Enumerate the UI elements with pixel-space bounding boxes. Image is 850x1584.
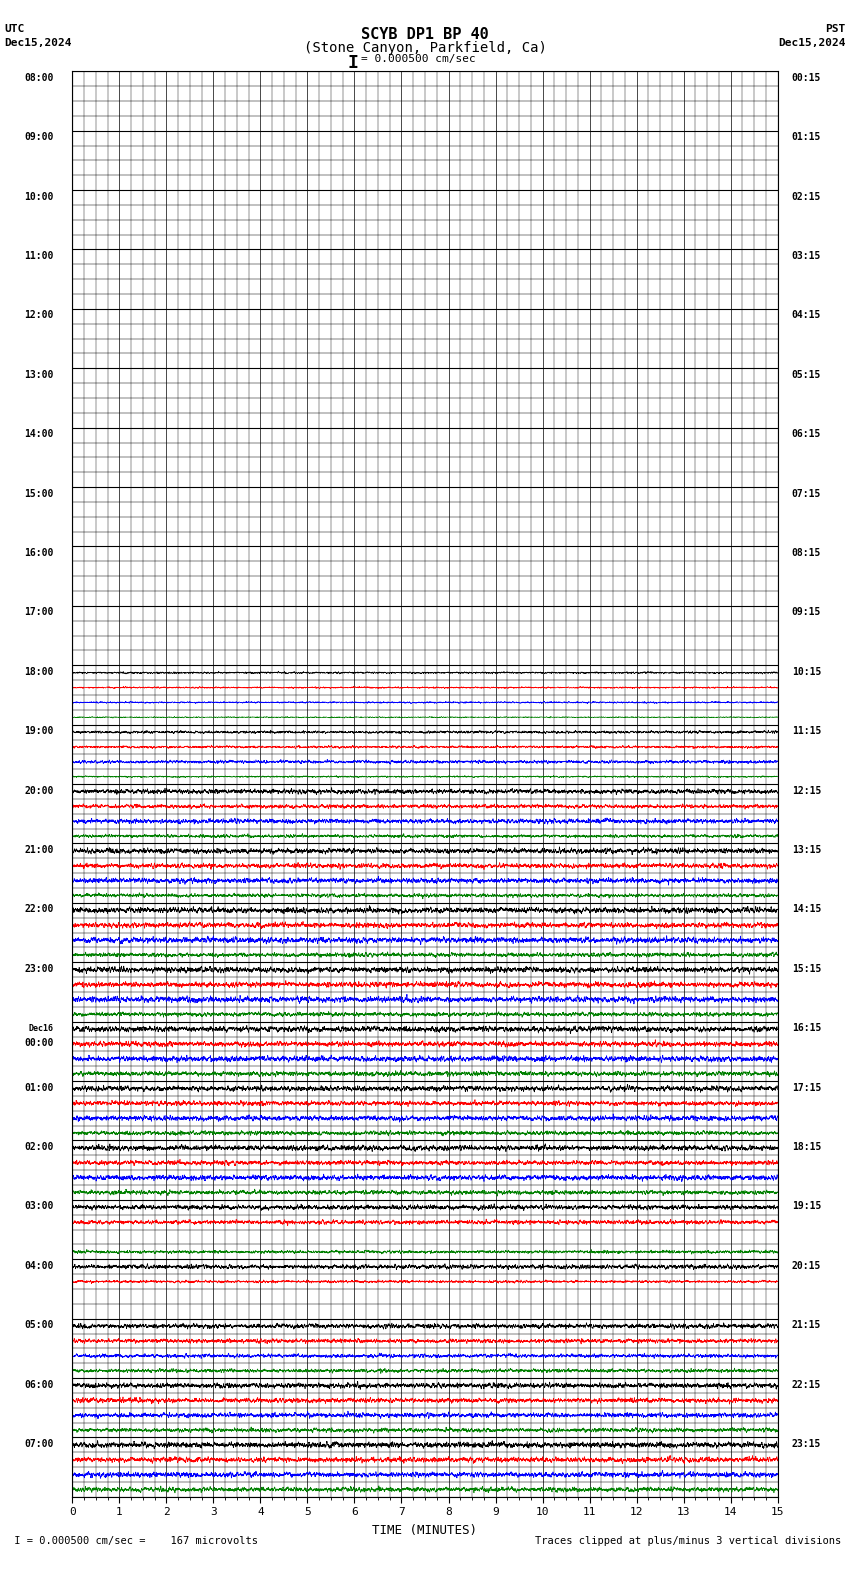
Text: 18:15: 18:15 — [792, 1142, 821, 1152]
Text: 10:00: 10:00 — [24, 192, 54, 201]
Text: 19:00: 19:00 — [24, 725, 54, 737]
Text: 14:15: 14:15 — [792, 904, 821, 914]
Text: 01:00: 01:00 — [24, 1082, 54, 1093]
Text: 21:00: 21:00 — [24, 844, 54, 855]
Text: 11:00: 11:00 — [24, 250, 54, 261]
Text: PST: PST — [825, 24, 846, 33]
Text: 09:00: 09:00 — [24, 131, 54, 143]
Text: UTC: UTC — [4, 24, 25, 33]
Text: 20:15: 20:15 — [792, 1261, 821, 1270]
Text: 21:15: 21:15 — [792, 1319, 821, 1331]
Text: 08:00: 08:00 — [24, 73, 54, 82]
Text: 08:15: 08:15 — [792, 548, 821, 558]
X-axis label: TIME (MINUTES): TIME (MINUTES) — [372, 1524, 478, 1536]
Text: 23:15: 23:15 — [792, 1438, 821, 1449]
Text: 13:00: 13:00 — [24, 369, 54, 380]
Text: 11:15: 11:15 — [792, 725, 821, 737]
Text: 22:00: 22:00 — [24, 904, 54, 914]
Text: Dec15,2024: Dec15,2024 — [779, 38, 846, 48]
Text: Traces clipped at plus/minus 3 vertical divisions: Traces clipped at plus/minus 3 vertical … — [536, 1536, 842, 1546]
Text: Dec15,2024: Dec15,2024 — [4, 38, 71, 48]
Text: 23:00: 23:00 — [24, 963, 54, 974]
Text: 05:00: 05:00 — [24, 1319, 54, 1331]
Text: 00:00: 00:00 — [24, 1038, 54, 1049]
Text: 00:15: 00:15 — [792, 73, 821, 82]
Text: 14:00: 14:00 — [24, 429, 54, 439]
Text: 15:00: 15:00 — [24, 488, 54, 499]
Text: 20:00: 20:00 — [24, 786, 54, 795]
Text: 12:15: 12:15 — [792, 786, 821, 795]
Text: 05:15: 05:15 — [792, 369, 821, 380]
Text: Dec16: Dec16 — [28, 1023, 54, 1033]
Text: 17:00: 17:00 — [24, 607, 54, 618]
Text: 19:15: 19:15 — [792, 1201, 821, 1212]
Text: 09:15: 09:15 — [792, 607, 821, 618]
Text: 18:00: 18:00 — [24, 667, 54, 676]
Text: = 0.000500 cm/sec: = 0.000500 cm/sec — [361, 54, 476, 63]
Text: (Stone Canyon, Parkfield, Ca): (Stone Canyon, Parkfield, Ca) — [303, 41, 547, 55]
Text: 07:15: 07:15 — [792, 488, 821, 499]
Text: 04:15: 04:15 — [792, 310, 821, 320]
Text: 02:15: 02:15 — [792, 192, 821, 201]
Text: 03:15: 03:15 — [792, 250, 821, 261]
Text: 06:15: 06:15 — [792, 429, 821, 439]
Text: 16:00: 16:00 — [24, 548, 54, 558]
Text: 07:00: 07:00 — [24, 1438, 54, 1449]
Text: 16:15: 16:15 — [792, 1023, 821, 1033]
Text: 03:00: 03:00 — [24, 1201, 54, 1212]
Text: 04:00: 04:00 — [24, 1261, 54, 1270]
Text: 02:00: 02:00 — [24, 1142, 54, 1152]
Text: 12:00: 12:00 — [24, 310, 54, 320]
Text: I = 0.000500 cm/sec =    167 microvolts: I = 0.000500 cm/sec = 167 microvolts — [8, 1536, 258, 1546]
Text: 15:15: 15:15 — [792, 963, 821, 974]
Text: 06:00: 06:00 — [24, 1380, 54, 1389]
Text: I: I — [348, 54, 358, 71]
Text: 22:15: 22:15 — [792, 1380, 821, 1389]
Text: 10:15: 10:15 — [792, 667, 821, 676]
Text: 17:15: 17:15 — [792, 1082, 821, 1093]
Text: 13:15: 13:15 — [792, 844, 821, 855]
Text: 01:15: 01:15 — [792, 131, 821, 143]
Text: SCYB DP1 BP 40: SCYB DP1 BP 40 — [361, 27, 489, 41]
